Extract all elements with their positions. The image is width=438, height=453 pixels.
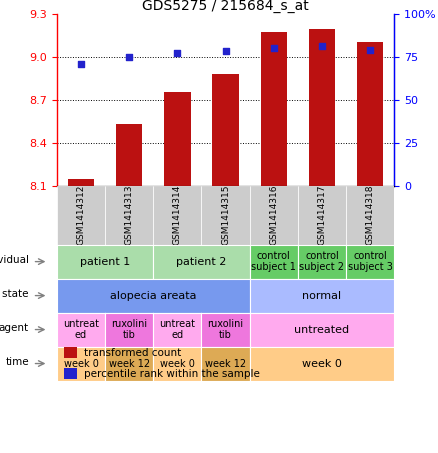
Text: individual: individual <box>0 255 29 265</box>
Point <box>318 43 325 50</box>
Text: agent: agent <box>0 323 29 333</box>
Point <box>126 53 133 60</box>
Text: control
subject 1: control subject 1 <box>251 251 296 272</box>
Point <box>174 49 181 57</box>
Text: GSM1414316: GSM1414316 <box>269 185 278 246</box>
Text: untreated: untreated <box>294 324 350 335</box>
Text: patient 1: patient 1 <box>80 256 130 267</box>
Text: disease state: disease state <box>0 289 29 299</box>
Bar <box>298 186 346 245</box>
Bar <box>309 29 335 186</box>
Text: untreat
ed: untreat ed <box>63 319 99 340</box>
Bar <box>346 186 394 245</box>
Bar <box>64 368 77 379</box>
Bar <box>68 178 94 186</box>
Text: percentile rank within the sample: percentile rank within the sample <box>84 370 260 380</box>
Bar <box>153 186 201 245</box>
Text: week 0: week 0 <box>64 358 99 369</box>
Text: GSM1414315: GSM1414315 <box>221 185 230 246</box>
Text: GSM1414318: GSM1414318 <box>366 185 374 246</box>
Bar <box>212 74 239 186</box>
Text: ruxolini
tib: ruxolini tib <box>208 319 244 340</box>
Text: time: time <box>5 357 29 367</box>
Bar <box>261 32 287 186</box>
Text: week 12: week 12 <box>205 358 246 369</box>
Text: transformed count: transformed count <box>84 348 181 358</box>
Text: week 12: week 12 <box>109 358 150 369</box>
Bar <box>250 186 298 245</box>
Text: week 0: week 0 <box>160 358 195 369</box>
Point <box>270 44 277 52</box>
Text: alopecia areata: alopecia areata <box>110 290 197 301</box>
Bar <box>164 92 191 186</box>
Text: week 0: week 0 <box>302 358 342 369</box>
Title: GDS5275 / 215684_s_at: GDS5275 / 215684_s_at <box>142 0 309 13</box>
Text: patient 2: patient 2 <box>176 256 227 267</box>
Bar <box>201 186 250 245</box>
Text: control
subject 2: control subject 2 <box>300 251 344 272</box>
Text: GSM1414314: GSM1414314 <box>173 185 182 246</box>
Text: untreat
ed: untreat ed <box>159 319 195 340</box>
Point <box>222 48 229 55</box>
Text: control
subject 3: control subject 3 <box>348 251 392 272</box>
Text: GSM1414312: GSM1414312 <box>77 185 85 246</box>
Point <box>78 60 85 67</box>
Text: normal: normal <box>302 290 342 301</box>
Bar <box>64 347 77 358</box>
Bar <box>57 186 105 245</box>
Text: GSM1414317: GSM1414317 <box>318 185 326 246</box>
Text: ruxolini
tib: ruxolini tib <box>111 319 147 340</box>
Point <box>367 46 374 53</box>
Bar <box>116 124 142 186</box>
Bar <box>105 186 153 245</box>
Text: GSM1414313: GSM1414313 <box>125 185 134 246</box>
Bar <box>357 42 383 186</box>
